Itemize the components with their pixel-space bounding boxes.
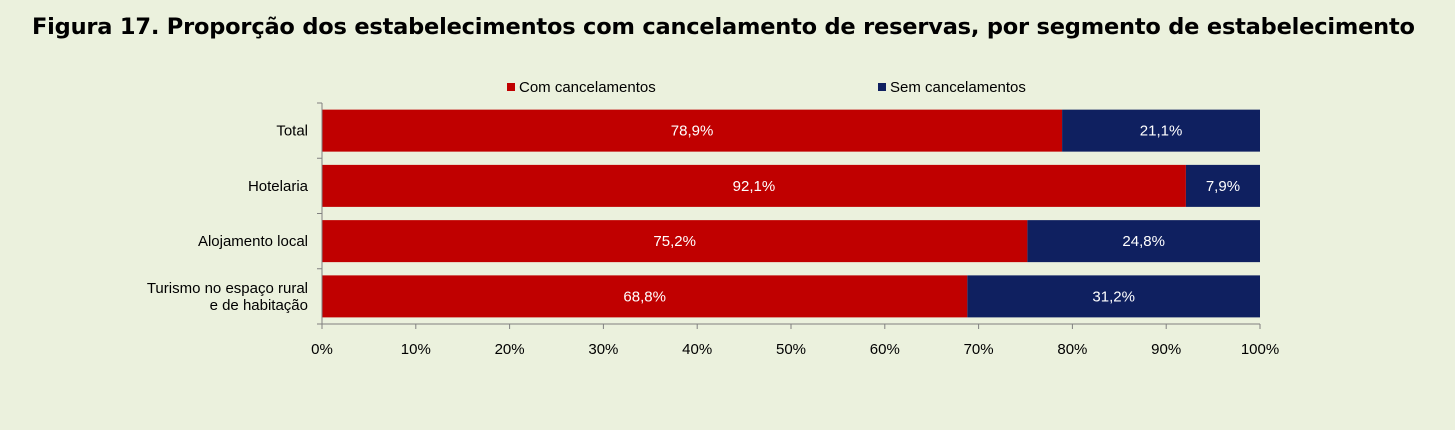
legend-sem-label: Sem cancelamentos [890, 79, 1026, 96]
bar-sem-1 [1185, 164, 1260, 207]
x-tick-label-0: 0% [311, 341, 333, 358]
x-tick-label-6: 60% [870, 341, 900, 358]
category-label-2: Alojamento local [198, 233, 308, 250]
data-label-sem-3: 31,2% [1092, 288, 1135, 305]
x-tick-label-10: 100% [1241, 341, 1279, 358]
category-label-1: Hotelaria [248, 178, 309, 195]
x-tick-label-1: 10% [401, 341, 431, 358]
bar-com-3 [322, 275, 968, 318]
x-tick-label-9: 90% [1151, 341, 1181, 358]
bar-com-1 [322, 164, 1186, 207]
data-label-sem-0: 21,1% [1140, 123, 1183, 140]
legend-sem-swatch [878, 83, 886, 91]
data-label-com-3: 68,8% [623, 288, 666, 305]
x-tick-label-7: 70% [964, 341, 994, 358]
data-label-com-0: 78,9% [671, 123, 714, 140]
bar-com-0 [322, 109, 1063, 152]
x-tick-label-5: 50% [776, 341, 806, 358]
data-label-sem-1: 7,9% [1206, 178, 1240, 195]
legend-com-label: Com cancelamentos [519, 79, 656, 96]
data-label-com-2: 75,2% [653, 233, 696, 250]
category-label-0: Total [276, 123, 308, 140]
bar-com-2 [322, 220, 1028, 263]
category-label-3-line1: e de habitação [210, 297, 308, 314]
legend-com-swatch [507, 83, 515, 91]
x-tick-label-2: 20% [495, 341, 525, 358]
bar-sem-3 [967, 275, 1260, 318]
bar-sem-2 [1027, 220, 1260, 263]
x-tick-label-3: 30% [588, 341, 618, 358]
chart-title: Figura 17. Proporção dos estabelecimento… [32, 14, 1415, 40]
x-tick-label-8: 80% [1057, 341, 1087, 358]
category-label-3-line0: Turismo no espaço rural [147, 280, 308, 297]
x-tick-label-4: 40% [682, 341, 712, 358]
data-label-sem-2: 24,8% [1122, 233, 1165, 250]
bar-sem-0 [1062, 109, 1260, 152]
data-label-com-1: 92,1% [733, 178, 776, 195]
